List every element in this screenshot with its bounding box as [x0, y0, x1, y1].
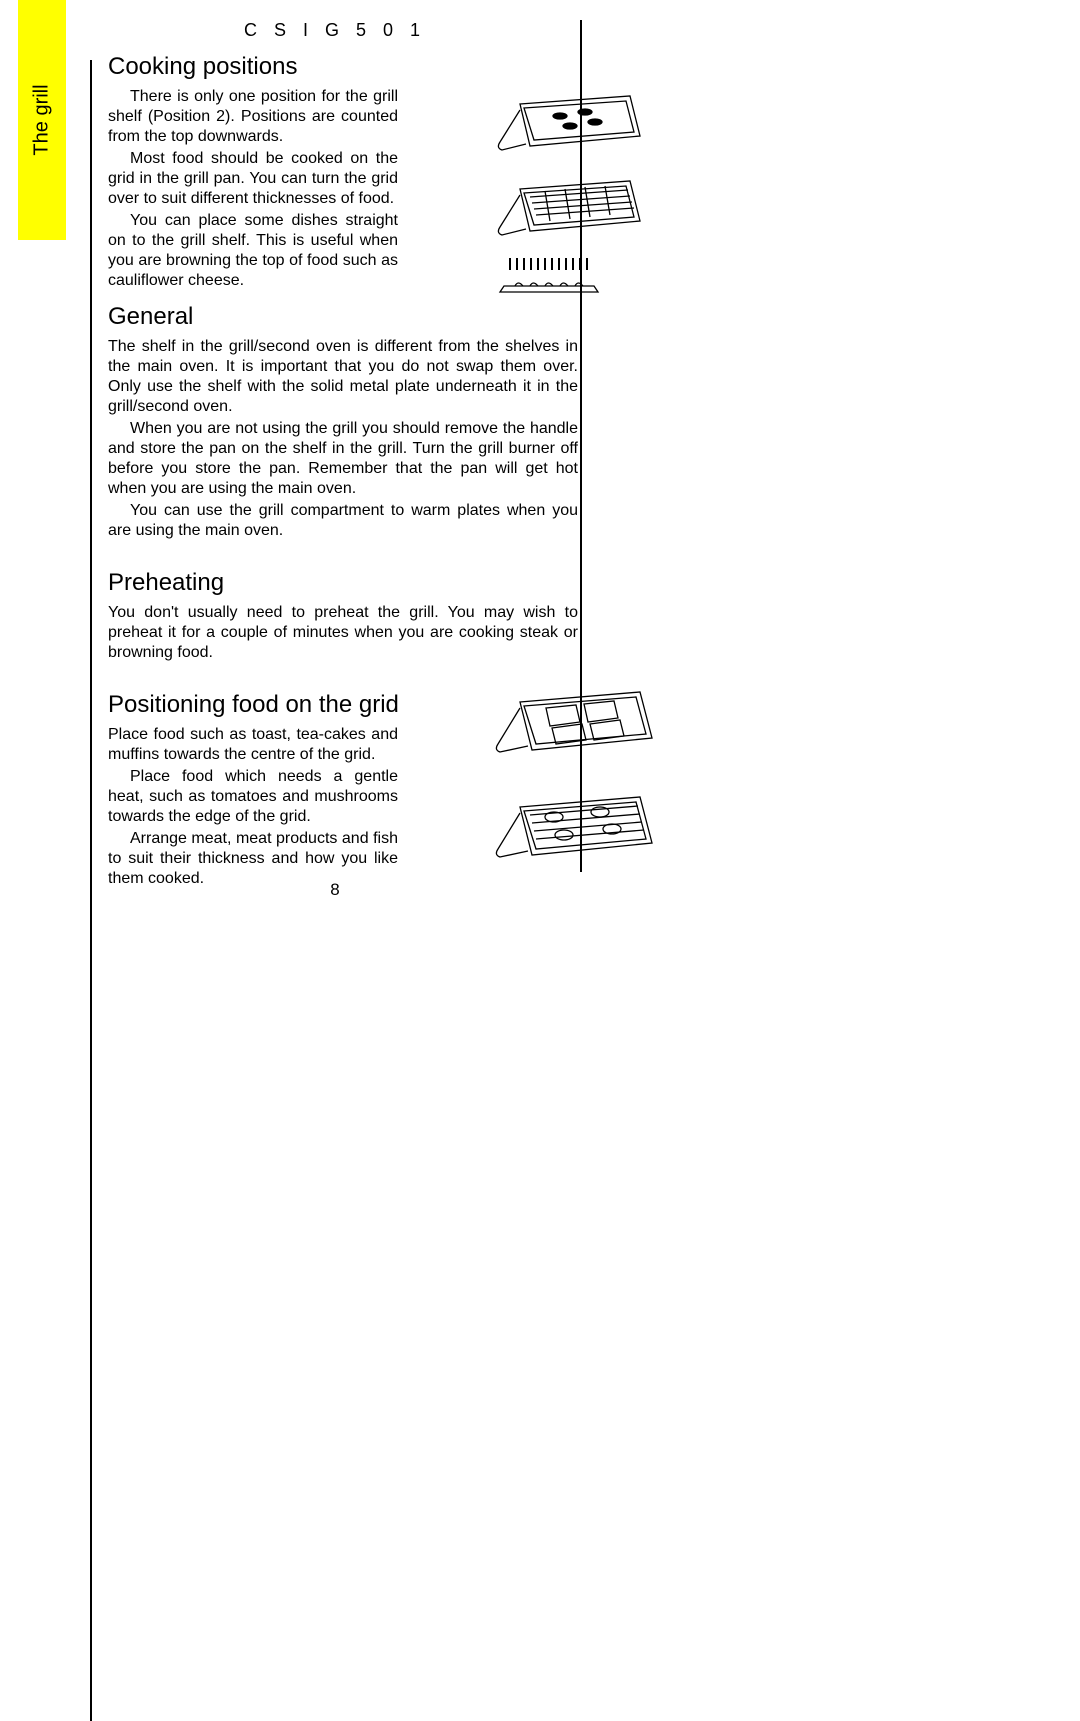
grill-pan-toast-icon [490, 680, 660, 775]
heading-preheating: Preheating [108, 569, 578, 597]
general-text: The shelf in the grill/second oven is di… [108, 337, 578, 541]
paragraph: Place food which needs a gentle heat, su… [108, 767, 398, 827]
positioning-text: Place food such as toast, tea-cakes and … [108, 725, 398, 889]
figure-group-1 [490, 86, 660, 316]
paragraph: Place food such as toast, tea-cakes and … [108, 725, 398, 765]
paragraph: You can use the grill compartment to war… [108, 501, 578, 541]
paragraph: The shelf in the grill/second oven is di… [108, 337, 578, 417]
paragraph: There is only one position for the grill… [108, 87, 398, 147]
vertical-rule-right [580, 20, 582, 872]
heading-cooking-positions: Cooking positions [108, 53, 578, 81]
grill-pan-grid-icon [490, 171, 660, 246]
burner-flames-icon [490, 256, 660, 306]
side-tab: The grill [18, 0, 66, 240]
paragraph: When you are not using the grill you sho… [108, 419, 578, 499]
cooking-positions-text: There is only one position for the grill… [108, 87, 398, 291]
preheating-text: You don't usually need to preheat the gr… [108, 603, 578, 663]
page-number: 8 [90, 880, 580, 900]
side-tab-label: The grill [31, 84, 54, 155]
paragraph: You don't usually need to preheat the gr… [108, 603, 578, 663]
page-content: C S I G 5 0 1 Cooking positions There is… [90, 20, 580, 891]
grill-pan-food-icon [490, 86, 660, 161]
model-number: C S I G 5 0 1 [90, 20, 580, 41]
paragraph: Most food should be cooked on the grid i… [108, 149, 398, 209]
figure-group-2 [490, 680, 660, 890]
paragraph: You can place some dishes straight on to… [108, 211, 398, 291]
grill-pan-meat-icon [490, 785, 660, 880]
